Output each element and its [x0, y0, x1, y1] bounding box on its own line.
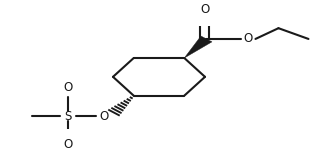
- Polygon shape: [184, 36, 212, 58]
- Text: S: S: [64, 110, 71, 123]
- Text: O: O: [201, 3, 210, 15]
- Text: O: O: [244, 32, 253, 45]
- Text: O: O: [63, 81, 72, 94]
- Text: O: O: [63, 138, 72, 151]
- Text: O: O: [99, 110, 108, 123]
